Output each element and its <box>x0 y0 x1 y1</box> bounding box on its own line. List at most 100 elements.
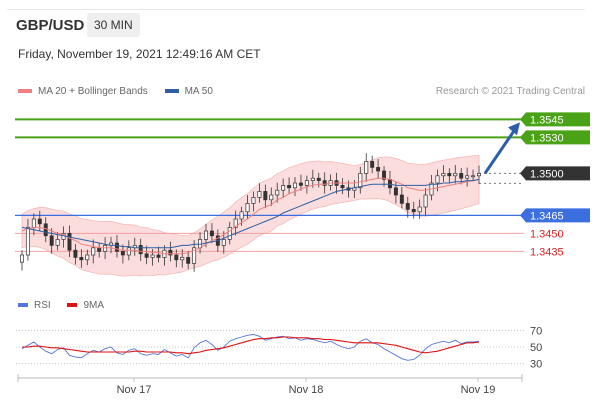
candle-up <box>126 247 131 256</box>
ma9-swatch <box>67 303 78 308</box>
candle-down <box>298 182 303 186</box>
candle-up <box>31 218 36 228</box>
candle-down <box>287 185 292 189</box>
candle-down <box>387 179 392 189</box>
candle-up <box>227 227 232 240</box>
rsi-swatch <box>18 303 28 308</box>
price-tag-1.3530 <box>520 130 590 145</box>
price-tag-text-1.3465: 1.3465 <box>530 210 564 222</box>
candle-down <box>156 254 161 258</box>
rsi-legend: RSI 9MA <box>18 300 118 311</box>
candle-up <box>281 185 286 191</box>
candle-up <box>203 230 208 240</box>
candle-up <box>441 173 446 177</box>
candle-down <box>73 249 78 258</box>
forecast-arrowhead <box>508 122 520 136</box>
candle-up <box>150 254 155 258</box>
rsi-panel: 70 50 30 <box>16 325 542 371</box>
candle-up <box>423 194 428 208</box>
ma20-line <box>21 177 480 255</box>
ma50-line <box>21 178 480 249</box>
candle-up <box>471 175 476 178</box>
candle-down <box>186 257 191 264</box>
candle-down <box>43 223 48 237</box>
candle-up <box>293 182 298 189</box>
candle-down <box>120 251 125 256</box>
candle-down <box>340 185 345 189</box>
chart-datetime: Friday, November 19, 2021 12:49:16 AM CE… <box>18 47 261 61</box>
candle-up <box>310 177 315 181</box>
x-axis-layer: Nov 17 Nov 18 Nov 19 <box>17 374 523 396</box>
candle-up <box>257 191 262 198</box>
candle-up <box>55 239 60 246</box>
candle-up <box>192 247 197 264</box>
legend-item-ma50: MA 50 <box>164 86 213 97</box>
price-tag-1.3465 <box>520 208 590 223</box>
candle-down <box>382 170 387 180</box>
candle-down <box>174 254 179 261</box>
main-legend: MA 20 + Bollinger Bands MA 50 <box>18 86 227 97</box>
candle-down <box>138 245 143 255</box>
candle-down <box>263 191 268 201</box>
ma20-legend-label: MA 20 + Bollinger Bands <box>38 86 148 97</box>
ma9-legend-label: 9MA <box>83 300 105 311</box>
candle-up <box>453 173 458 177</box>
candle-down <box>168 249 173 256</box>
candle-up <box>435 175 440 184</box>
price-tags-layer: 1.3545 1.3530 1.3500 1.3465 1.3450 1.3435 <box>520 112 590 258</box>
ma50-swatch <box>164 89 179 94</box>
candle-down <box>37 218 42 225</box>
level-label-1.3435: 1.3435 <box>530 246 564 258</box>
legend-item-9ma: 9MA <box>67 300 104 311</box>
rsi-tick-30: 30 <box>530 359 542 371</box>
candle-down <box>209 230 214 237</box>
candle-down <box>114 242 119 252</box>
candle-down <box>411 209 416 213</box>
x-tick-label-Nov-17: Nov 17 <box>117 384 152 396</box>
legend-item-rsi: RSI <box>18 300 51 311</box>
rsi-tick-50: 50 <box>530 342 542 354</box>
candle-down <box>370 161 375 168</box>
top-border <box>7 9 585 10</box>
candle-down <box>399 194 404 204</box>
candle-up <box>245 203 250 213</box>
candle-up <box>465 175 470 179</box>
candle-up <box>269 194 274 201</box>
candle-down <box>459 173 464 179</box>
candle-up <box>180 257 185 261</box>
candle-up <box>358 173 363 189</box>
candle-up <box>477 173 481 177</box>
timeframe-badge[interactable]: 30 MIN <box>87 13 140 37</box>
ma50-legend-label: MA 50 <box>184 86 213 97</box>
candle-down <box>405 203 410 210</box>
candle-down <box>316 177 321 181</box>
candle-up <box>417 206 422 213</box>
candle-down <box>447 173 452 177</box>
forecast-arrow-shaft <box>483 128 517 175</box>
candle-up <box>239 211 244 220</box>
candle-up <box>25 227 30 256</box>
x-tick-label-Nov-19: Nov 19 <box>461 384 496 396</box>
rsi-legend-label: RSI <box>34 300 51 311</box>
research-credit: Research © 2021 Trading Central <box>435 86 585 97</box>
candle-up <box>103 245 108 252</box>
candle-up <box>233 218 238 228</box>
candle-up <box>251 197 256 204</box>
x-tick-label-Nov-18: Nov 18 <box>289 384 324 396</box>
candle-up <box>20 254 24 263</box>
rsi-tick-70: 70 <box>530 325 542 337</box>
level-label-1.3450: 1.3450 <box>530 228 564 240</box>
candle-up <box>364 161 369 174</box>
rsi-series-9MA <box>22 336 480 355</box>
price-tag-text-1.3545: 1.3545 <box>530 114 564 126</box>
price-tag-1.3500 <box>520 166 590 181</box>
price-tag-text-1.3530: 1.3530 <box>530 132 564 144</box>
candle-up <box>85 254 90 261</box>
candle-down <box>49 235 54 246</box>
candle-down <box>97 247 102 252</box>
candle-up <box>221 239 226 246</box>
currency-pair-title: GBP/USD <box>16 17 85 34</box>
level-lines-layer <box>15 118 524 252</box>
candle-up <box>275 189 280 196</box>
